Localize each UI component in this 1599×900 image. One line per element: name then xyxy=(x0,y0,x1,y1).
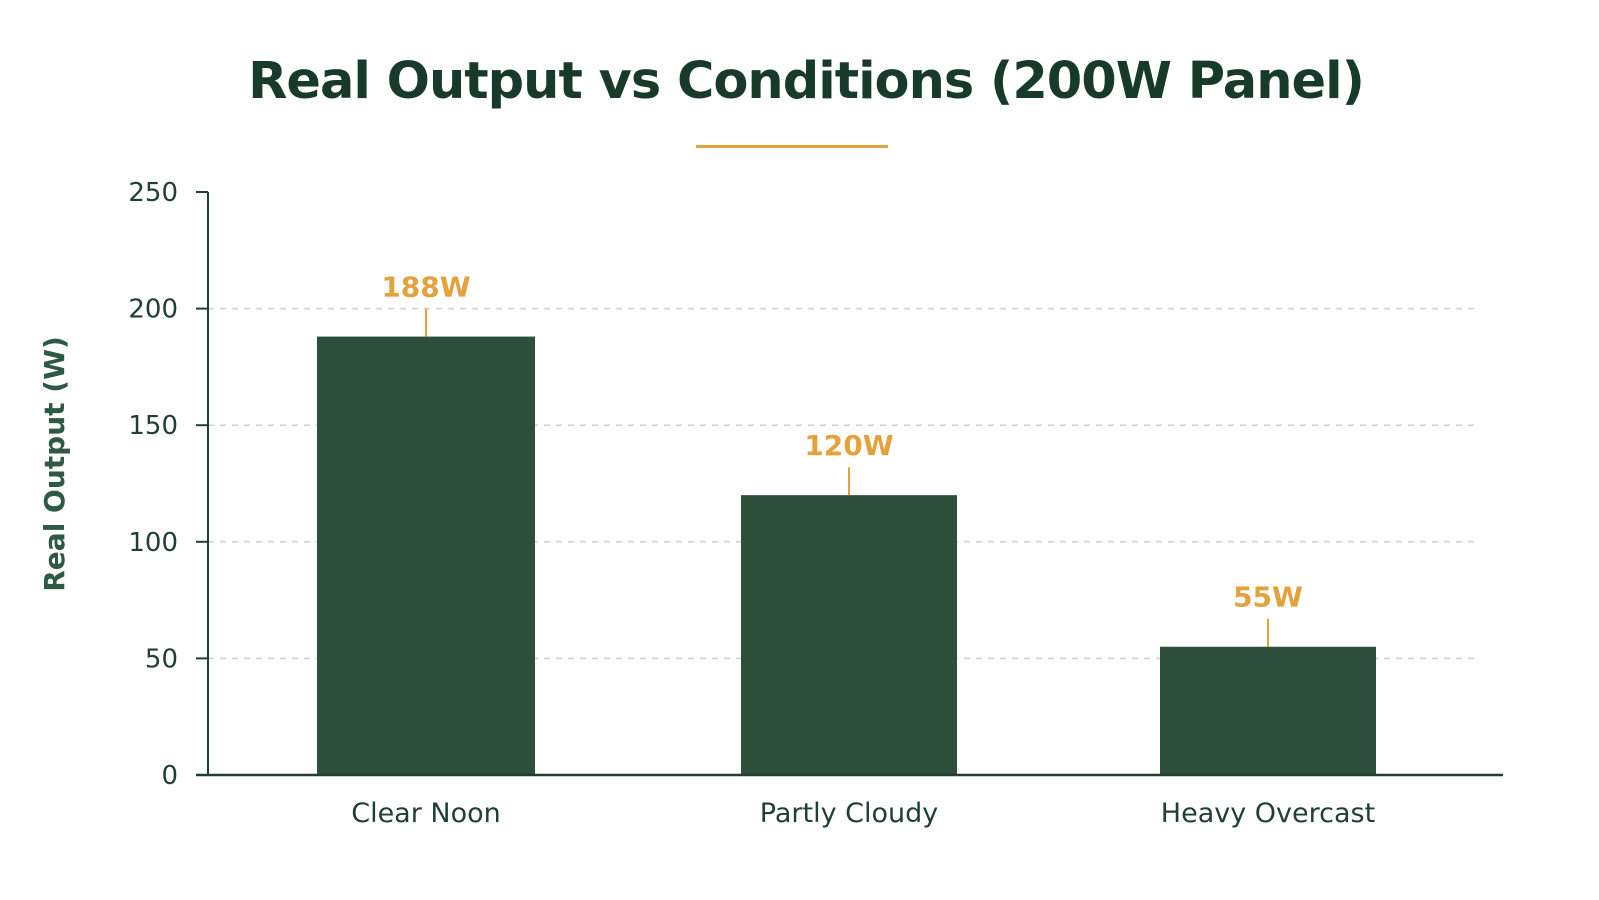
chart-title: Real Output vs Conditions (200W Panel) xyxy=(248,52,1365,111)
y-tick-label: 250 xyxy=(128,178,178,208)
y-tick-label: 150 xyxy=(128,411,178,441)
x-tick-label: Partly Cloudy xyxy=(760,798,938,829)
bar xyxy=(317,336,535,775)
y-tick-label: 200 xyxy=(128,295,178,325)
axes xyxy=(196,191,1503,777)
labels: 0 50 100 150 200 250 188W Clear Noon 120W Partly … xyxy=(128,178,1375,829)
y-tick-label: 0 xyxy=(161,761,178,791)
title-underline xyxy=(696,145,888,148)
x-tick-label: Heavy Overcast xyxy=(1161,798,1375,829)
x-tick-label: Clear Noon xyxy=(351,798,501,829)
data-label: 120W xyxy=(804,429,893,462)
data-label: 55W xyxy=(1233,581,1303,614)
y-tick-label: 100 xyxy=(128,528,178,558)
y-axis-title: Real Output (W) xyxy=(38,336,71,592)
bar xyxy=(741,495,957,775)
bar xyxy=(1160,646,1376,775)
y-tick-label: 50 xyxy=(145,644,178,674)
bars xyxy=(317,336,1376,775)
data-label: 188W xyxy=(381,271,470,304)
